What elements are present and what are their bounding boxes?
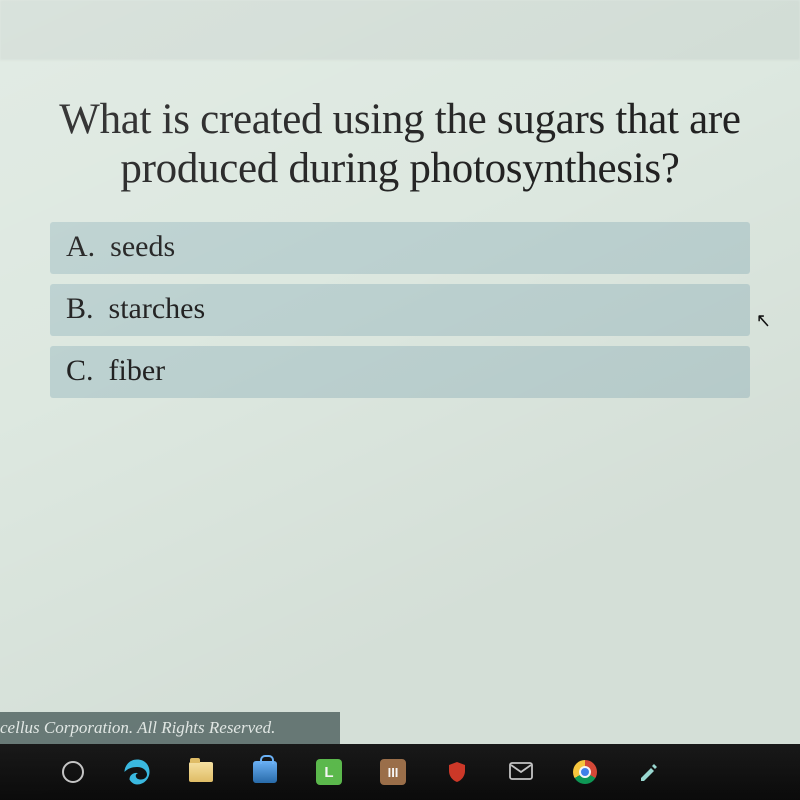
- mail-icon[interactable]: [506, 757, 536, 787]
- pen-app-icon[interactable]: [634, 757, 664, 787]
- question-text: What is created using the sugars that ar…: [50, 95, 750, 194]
- option-a[interactable]: A. seeds: [50, 222, 750, 274]
- edge-icon[interactable]: [122, 757, 152, 787]
- option-letter: A.: [66, 230, 95, 263]
- option-b[interactable]: B. starches: [50, 284, 750, 336]
- option-letter: B.: [66, 292, 94, 325]
- quiz-panel: What is created using the sugars that ar…: [0, 95, 800, 398]
- screen-top-artifact: [0, 0, 800, 60]
- mcafee-shield-icon[interactable]: [442, 757, 472, 787]
- mouse-cursor-icon: ↖: [756, 308, 771, 333]
- option-text: seeds: [110, 230, 175, 263]
- windows-taskbar[interactable]: L III: [0, 744, 800, 800]
- option-letter: C.: [66, 354, 94, 387]
- copyright-footer: cellus Corporation. All Rights Reserved.: [0, 712, 340, 744]
- option-c[interactable]: C. fiber: [50, 346, 750, 398]
- app-iii-icon[interactable]: III: [378, 757, 408, 787]
- app-l-icon[interactable]: L: [314, 757, 344, 787]
- copyright-text: cellus Corporation. All Rights Reserved.: [0, 718, 275, 737]
- chrome-icon[interactable]: [570, 757, 600, 787]
- option-text: fiber: [109, 354, 166, 387]
- cortana-icon[interactable]: [58, 757, 88, 787]
- option-text: starches: [109, 292, 206, 325]
- file-explorer-icon[interactable]: [186, 757, 216, 787]
- answer-options: A. seeds B. starches C. fiber: [50, 222, 750, 398]
- microsoft-store-icon[interactable]: [250, 757, 280, 787]
